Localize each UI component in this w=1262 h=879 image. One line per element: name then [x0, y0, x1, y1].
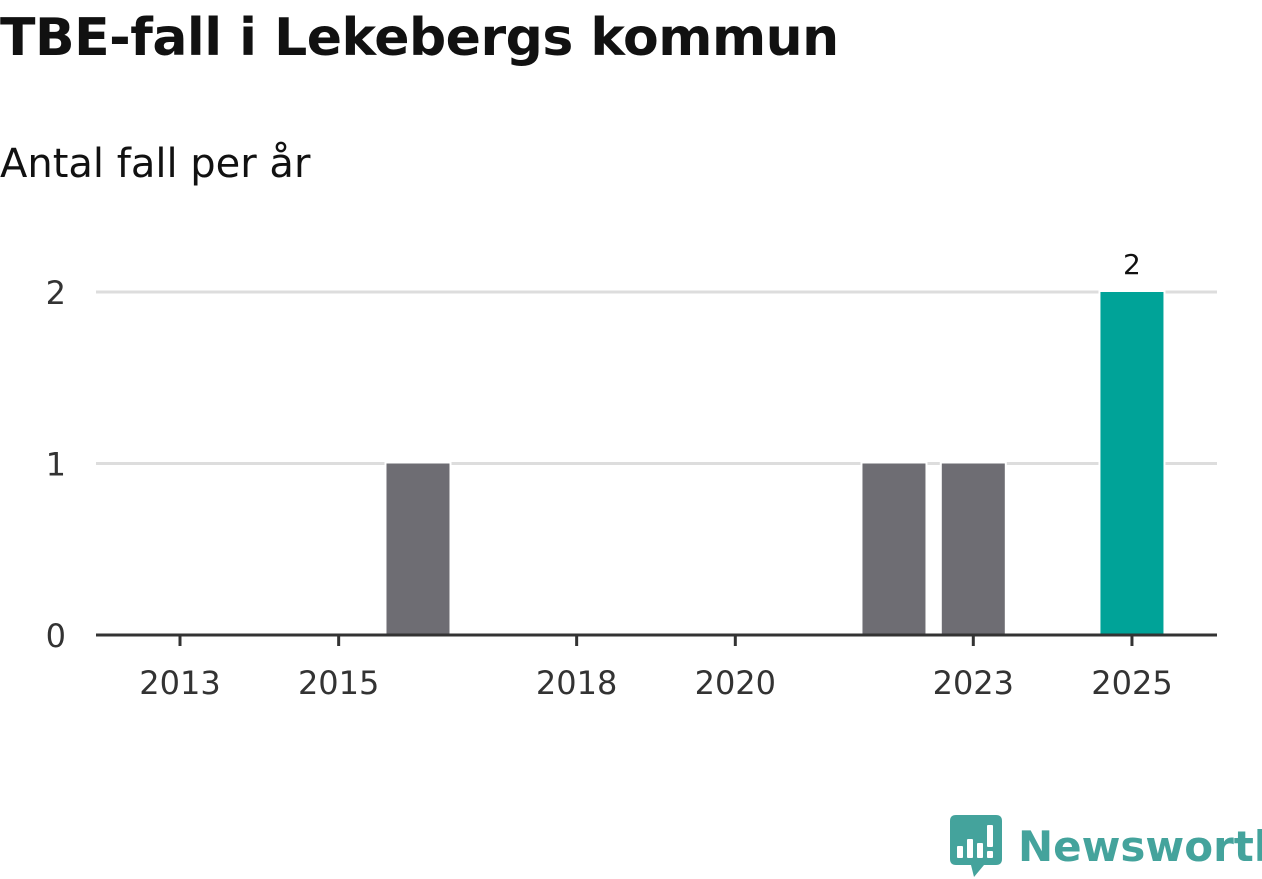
x-tick-label-2020: 2020 — [695, 664, 776, 702]
y-tick-label-1: 1 — [46, 446, 66, 484]
y-axis-ticks: 0 1 2 — [46, 274, 66, 655]
x-tick-label-2025: 2025 — [1091, 664, 1172, 702]
y-tick-label-2: 2 — [46, 274, 66, 312]
y-tick-label-0: 0 — [46, 617, 66, 655]
brand-name: Newsworthy — [1018, 822, 1262, 871]
chart-subtitle: Antal fall per år — [0, 141, 311, 187]
bar-2022 — [860, 461, 928, 637]
x-tick-label-2018: 2018 — [536, 664, 617, 702]
data-labels: 2 — [1123, 248, 1141, 281]
data-label-2025: 2 — [1123, 248, 1141, 281]
x-tick-label-2013: 2013 — [139, 664, 220, 702]
bar-2016 — [384, 461, 452, 637]
newsworthy-logo-icon — [950, 815, 1002, 877]
bars — [384, 290, 1166, 637]
bar-2023 — [939, 461, 1007, 637]
gridlines — [96, 290, 1217, 465]
x-axis-ticks: 2013 2015 2018 2020 2023 2025 — [139, 635, 1173, 702]
bar-2025 — [1098, 290, 1166, 637]
chart-title: TBE-fall i Lekebergs kommun — [0, 8, 839, 68]
x-tick-label-2023: 2023 — [933, 664, 1014, 702]
newsworthy-brand: Newsworthy — [950, 815, 1262, 879]
x-tick-label-2015: 2015 — [298, 664, 379, 702]
